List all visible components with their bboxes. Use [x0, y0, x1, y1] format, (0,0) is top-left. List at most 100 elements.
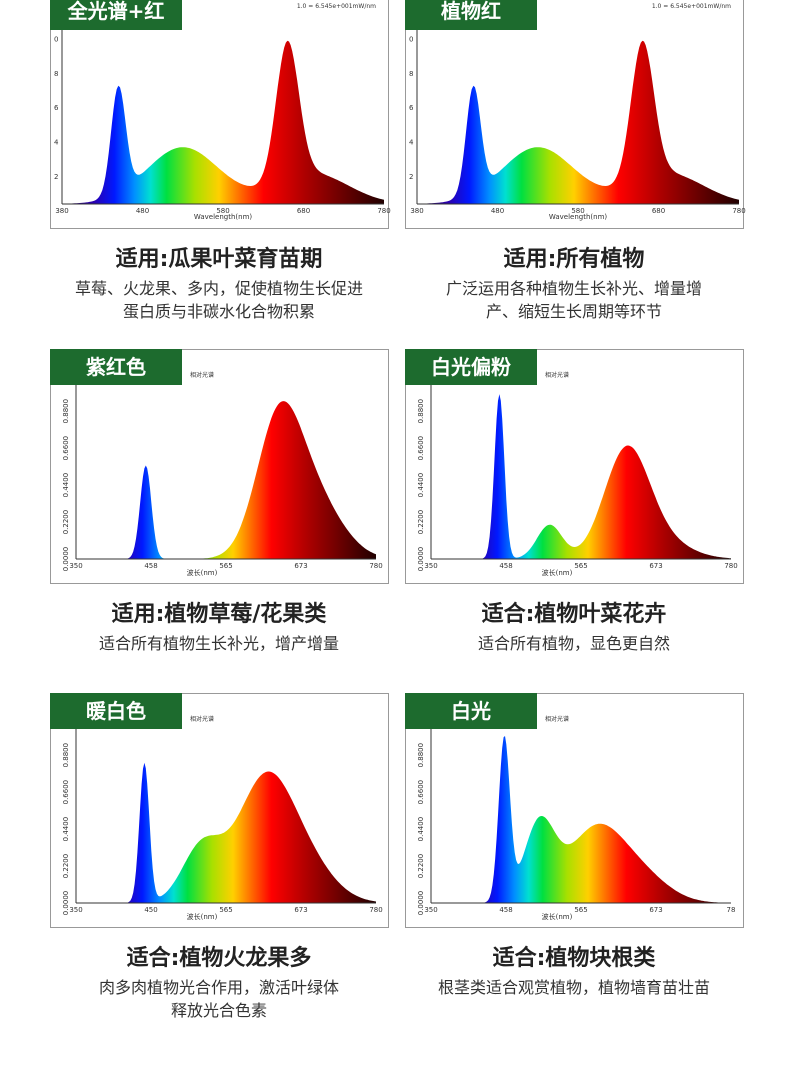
x-tick-label: 673 — [649, 906, 662, 914]
card-description: 产、缩短生长周期等环节 — [486, 302, 662, 321]
y-tick-label: 0.2200 — [417, 510, 425, 535]
x-tick-label: 450 — [144, 906, 157, 914]
card: 350 458 565 673 780 0.0000 0.2200 0.4400 0.6600 0… — [50, 349, 389, 653]
x-tick-label: 780 — [377, 207, 390, 215]
y-tick-label: 4 — [54, 139, 59, 147]
badge-label: 全光谱+红 — [67, 0, 165, 23]
y-tick-label: 0.8800 — [62, 743, 70, 768]
card-frame — [405, 349, 744, 584]
card-description: 草莓、火龙果、多内，促使植物生长促进 — [75, 279, 363, 298]
y-tick-label: 4 — [409, 139, 414, 147]
badge-label: 白光偏粉 — [431, 355, 511, 379]
y-tick-label: 0.8800 — [417, 743, 425, 768]
x-axis-label: 波长(nm) — [187, 568, 218, 577]
spectrum-curve — [76, 401, 376, 559]
y-tick-label: 2 — [54, 173, 58, 181]
x-tick-label: 780 — [369, 906, 382, 914]
y-tick-label: 0.2200 — [417, 854, 425, 879]
note: 相对光谱 — [190, 371, 214, 379]
spectrum-curve — [431, 394, 731, 559]
badge — [50, 0, 182, 30]
x-tick-label: 565 — [574, 562, 587, 570]
card-description: 释放光合色素 — [171, 1001, 267, 1020]
x-axis-label: Wavelength(nm) — [549, 213, 608, 221]
badge-label: 暖白色 — [86, 699, 146, 723]
badge — [50, 693, 182, 729]
x-tick-label: 380 — [410, 207, 423, 215]
y-tick-label: 8 — [409, 70, 413, 78]
y-tick-label: 0.4400 — [417, 473, 425, 498]
x-tick-label: 350 — [69, 906, 82, 914]
badge-label: 紫红色 — [86, 355, 146, 379]
badge — [405, 349, 537, 385]
y-tick-label: 0.8800 — [417, 399, 425, 424]
x-tick-label: 580 — [571, 207, 584, 215]
badge-label: 植物红 — [441, 0, 501, 23]
x-tick-label: 458 — [499, 562, 512, 570]
x-axis-label: 波长(nm) — [187, 912, 218, 921]
card-title: 适合:植物叶菜花卉 — [482, 601, 667, 627]
spectrum-curve — [431, 736, 731, 903]
card: 350 458 565 673 780 0.0000 0.2200 0.4400 0.6600 0… — [405, 349, 744, 653]
note: 1.0 = 6.545e+001mW/nm — [297, 3, 376, 10]
y-tick-label: 2 — [409, 173, 413, 181]
y-tick-label: 0.6600 — [417, 436, 425, 461]
x-tick-label: 480 — [491, 207, 504, 215]
x-tick-label: 458 — [144, 562, 157, 570]
note: 相对光谱 — [545, 371, 569, 379]
x-tick-label: 350 — [424, 906, 437, 914]
x-tick-label: 480 — [136, 207, 149, 215]
spectrum-curve — [62, 40, 384, 205]
x-tick-label: 458 — [499, 906, 512, 914]
x-tick-label: 78 — [727, 906, 736, 914]
y-tick-label: 0.8800 — [62, 399, 70, 424]
x-axis-label: 波长(nm) — [542, 568, 573, 577]
badge-label: 白光 — [451, 699, 491, 723]
x-tick-label: 680 — [652, 207, 665, 215]
y-tick-label: 0.2200 — [62, 854, 70, 879]
card-title: 适合:植物火龙果多 — [127, 945, 312, 971]
note: 1.0 = 6.545e+001mW/nm — [652, 3, 731, 10]
y-tick-label: 0.4400 — [417, 817, 425, 842]
y-tick-label: 0.0000 — [62, 547, 70, 572]
y-tick-label: 0.0000 — [62, 891, 70, 916]
card-title: 适用:瓜果叶菜育苗期 — [116, 246, 323, 272]
spectrum-curve — [417, 40, 739, 205]
card-description: 肉多肉植物光合作用，激活叶绿体 — [99, 978, 339, 997]
badge — [405, 0, 537, 30]
card-title: 适合:植物块根类 — [493, 945, 657, 971]
x-tick-label: 565 — [219, 562, 232, 570]
x-tick-label: 780 — [369, 562, 382, 570]
x-tick-label: 780 — [732, 207, 745, 215]
x-tick-label: 350 — [424, 562, 437, 570]
note: 相对光谱 — [190, 715, 214, 723]
y-tick-label: 0.0000 — [417, 547, 425, 572]
y-tick-label: 6 — [409, 104, 414, 112]
card-description: 蛋白质与非碳水化合物积累 — [123, 302, 315, 321]
x-tick-label: 673 — [649, 562, 662, 570]
y-tick-label: 0 — [409, 35, 413, 43]
y-tick-label: 0.6600 — [417, 780, 425, 805]
x-tick-label: 350 — [69, 562, 82, 570]
card: 350 458 565 673 78 0.0000 0.2200 0.4400 0.6600 0.… — [405, 693, 744, 997]
y-tick-label: 0.0000 — [417, 891, 425, 916]
y-tick-label: 0.6600 — [62, 436, 70, 461]
y-tick-label: 8 — [54, 70, 58, 78]
x-tick-label: 380 — [55, 207, 68, 215]
card: 350 450 565 673 780 0.0000 0.2200 0.4400 0.6600 0… — [50, 693, 389, 1020]
x-tick-label: 680 — [297, 207, 310, 215]
y-tick-label: 0.4400 — [62, 473, 70, 498]
x-tick-label: 780 — [724, 562, 737, 570]
card-frame — [50, 349, 389, 584]
badge — [50, 349, 182, 385]
x-tick-label: 565 — [219, 906, 232, 914]
spectrum-curve — [76, 762, 376, 903]
card-title: 适用:所有植物 — [504, 246, 645, 272]
x-tick-label: 580 — [216, 207, 229, 215]
note: 相对光谱 — [545, 715, 569, 723]
card-description: 广泛运用各种植物生长补光、增量增 — [446, 279, 702, 298]
badge — [405, 693, 537, 729]
y-tick-label: 6 — [54, 104, 59, 112]
